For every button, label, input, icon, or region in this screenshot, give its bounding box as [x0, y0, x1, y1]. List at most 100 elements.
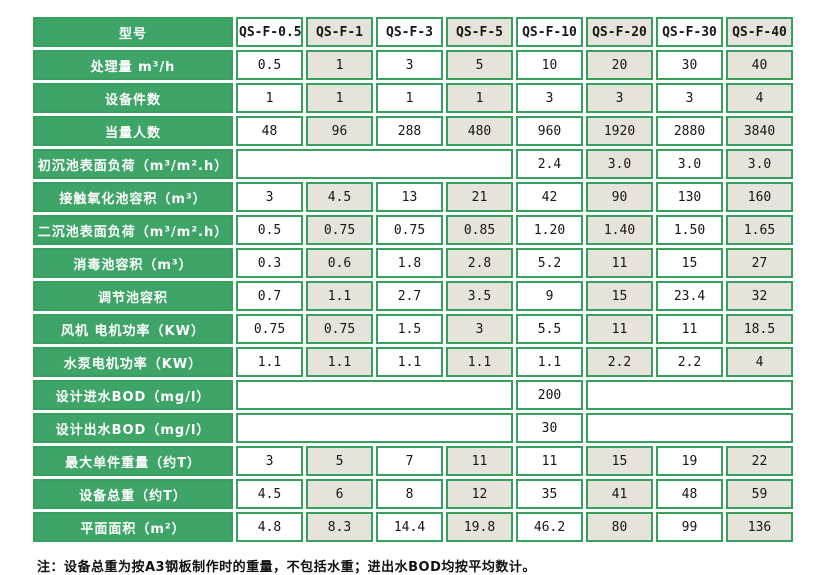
table-cell: 3	[376, 50, 443, 80]
table-cell: 11	[586, 314, 653, 344]
table-cell: 1.5	[376, 314, 443, 344]
table-cell: 8	[376, 479, 443, 509]
table-cell: 1.1	[446, 347, 513, 377]
table-row: 处理量 m³/h 0.5 1 3 5 10 20 30 40	[33, 50, 793, 80]
table-cell: 35	[516, 479, 583, 509]
column-header-model: QS-F-1	[306, 17, 373, 47]
table-cell: 4.5	[306, 182, 373, 212]
table-cell: 5	[446, 50, 513, 80]
table-cell: 0.75	[306, 215, 373, 245]
table-cell: 7	[376, 446, 443, 476]
table-cell: 3	[656, 83, 723, 113]
table-cell: 1920	[586, 116, 653, 146]
table-cell: 10	[516, 50, 583, 80]
table-cell: 15	[586, 446, 653, 476]
table-cell: 11	[586, 248, 653, 278]
row-label: 设备总重（约T）	[33, 479, 233, 509]
table-cell: 96	[306, 116, 373, 146]
row-label: 接触氧化池容积（m³）	[33, 182, 233, 212]
table-row: 水泵电机功率（KW） 1.1 1.1 1.1 1.1 1.1 2.2 2.2 4	[33, 347, 793, 377]
row-label: 消毒池容积（m³）	[33, 248, 233, 278]
table-cell: 1.1	[236, 347, 303, 377]
table-cell: 11	[656, 314, 723, 344]
column-header-model: QS-F-10	[516, 17, 583, 47]
spec-sheet: 型号 QS-F-0.5 QS-F-1 QS-F-3 QS-F-5 QS-F-10 QS-F-…	[30, 14, 796, 545]
row-label: 当量人数	[33, 116, 233, 146]
table-cell: 13	[376, 182, 443, 212]
table-row: 接触氧化池容积（m³） 3 4.5 13 21 42 90 130 160	[33, 182, 793, 212]
spec-table: 型号 QS-F-0.5 QS-F-1 QS-F-3 QS-F-5 QS-F-10 QS-F-…	[30, 14, 796, 545]
table-cell: 59	[726, 479, 793, 509]
column-header-model: QS-F-3	[376, 17, 443, 47]
column-header-model: QS-F-5	[446, 17, 513, 47]
table-cell: 0.75	[236, 314, 303, 344]
table-cell: 3840	[726, 116, 793, 146]
table-cell: 0.85	[446, 215, 513, 245]
table-cell-empty	[236, 380, 513, 410]
row-label: 风机 电机功率（KW）	[33, 314, 233, 344]
table-cell: 19.8	[446, 512, 513, 542]
row-label: 处理量 m³/h	[33, 50, 233, 80]
table-cell: 480	[446, 116, 513, 146]
table-cell: 6	[306, 479, 373, 509]
table-cell: 48	[236, 116, 303, 146]
table-cell: 1.1	[306, 347, 373, 377]
table-cell: 1	[446, 83, 513, 113]
table-cell: 2.2	[656, 347, 723, 377]
table-cell: 3	[236, 446, 303, 476]
table-row: 二沉池表面负荷（m³/m².h） 0.5 0.75 0.75 0.85 1.20 1.40 1…	[33, 215, 793, 245]
footnote: 注：设备总重为按A3钢板制作时的重量，不包括水重；进出水BOD均按平均数计。	[37, 560, 536, 575]
table-cell: 0.75	[376, 215, 443, 245]
table-cell: 8.3	[306, 512, 373, 542]
table-cell: 1.1	[376, 347, 443, 377]
table-cell: 3	[236, 182, 303, 212]
table-row: 平面面积（m²） 4.8 8.3 14.4 19.8 46.2 80 99 136	[33, 512, 793, 542]
table-row: 当量人数 48 96 288 480 960 1920 2880 3840	[33, 116, 793, 146]
table-cell: 2.2	[586, 347, 653, 377]
table-cell: 99	[656, 512, 723, 542]
table-row: 设备件数 1 1 1 1 3 3 3 4	[33, 83, 793, 113]
table-row: 调节池容积 0.7 1.1 2.7 3.5 9 15 23.4 32	[33, 281, 793, 311]
table-row: 消毒池容积（m³） 0.3 0.6 1.8 2.8 5.2 11 15 27	[33, 248, 793, 278]
table-cell-empty	[586, 380, 793, 410]
table-cell: 1.20	[516, 215, 583, 245]
table-cell: 1.65	[726, 215, 793, 245]
row-label: 最大单件重量（约T）	[33, 446, 233, 476]
table-cell: 30	[656, 50, 723, 80]
row-label: 初沉池表面负荷（m³/m².h）	[33, 149, 233, 179]
table-cell: 0.7	[236, 281, 303, 311]
table-header-row: 型号 QS-F-0.5 QS-F-1 QS-F-3 QS-F-5 QS-F-10 QS-F-…	[33, 17, 793, 47]
row-label: 设计进水BOD（mg/l）	[33, 380, 233, 410]
table-cell: 23.4	[656, 281, 723, 311]
table-row: 初沉池表面负荷（m³/m².h） 2.4 3.0 3.0 3.0	[33, 149, 793, 179]
table-cell: 46.2	[516, 512, 583, 542]
table-cell: 21	[446, 182, 513, 212]
table-cell: 14.4	[376, 512, 443, 542]
table-cell: 1	[376, 83, 443, 113]
table-cell: 200	[516, 380, 583, 410]
table-cell: 0.6	[306, 248, 373, 278]
column-header-model: QS-F-0.5	[236, 17, 303, 47]
table-cell: 4	[726, 83, 793, 113]
table-cell: 4.5	[236, 479, 303, 509]
table-cell: 3.5	[446, 281, 513, 311]
row-label: 调节池容积	[33, 281, 233, 311]
table-row: 风机 电机功率（KW） 0.75 0.75 1.5 3 5.5 11 11 18.5	[33, 314, 793, 344]
table-cell: 32	[726, 281, 793, 311]
table-cell: 30	[516, 413, 583, 443]
table-cell: 15	[586, 281, 653, 311]
table-cell: 48	[656, 479, 723, 509]
table-cell: 42	[516, 182, 583, 212]
table-cell: 1	[306, 83, 373, 113]
table-cell-empty	[586, 413, 793, 443]
table-cell: 27	[726, 248, 793, 278]
table-cell: 1.8	[376, 248, 443, 278]
table-cell: 0.3	[236, 248, 303, 278]
table-cell: 2.8	[446, 248, 513, 278]
table-cell: 4	[726, 347, 793, 377]
table-cell: 11	[516, 446, 583, 476]
row-label: 水泵电机功率（KW）	[33, 347, 233, 377]
table-cell: 9	[516, 281, 583, 311]
table-cell: 4.8	[236, 512, 303, 542]
table-cell: 3.0	[586, 149, 653, 179]
